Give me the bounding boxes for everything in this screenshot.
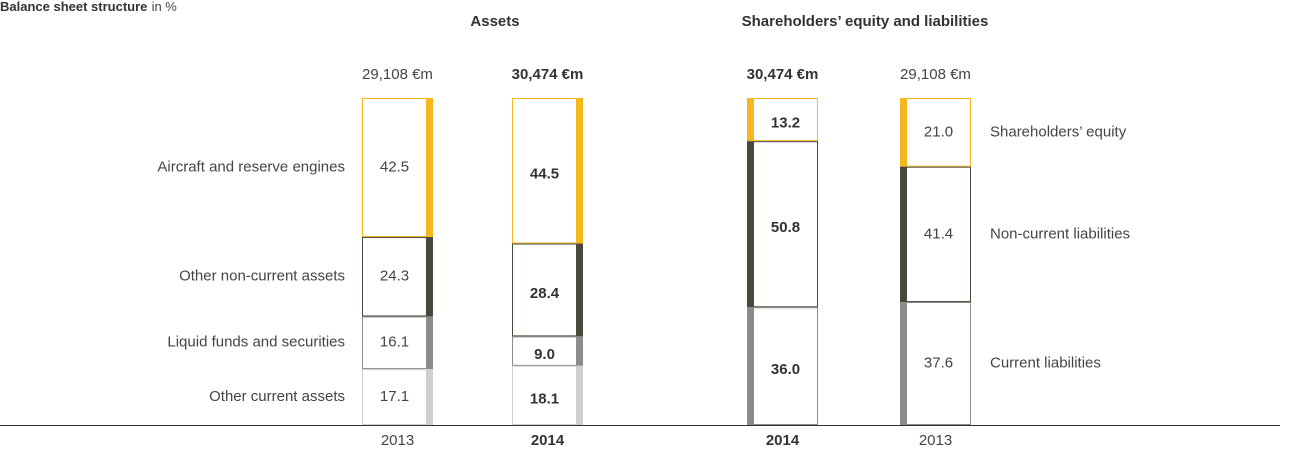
bar-segment <box>753 141 818 308</box>
group-title: Assets <box>470 13 519 30</box>
bar-segment-stripe <box>427 316 433 370</box>
bar-segment <box>512 365 577 425</box>
bar-segment-stripe <box>577 243 583 337</box>
bar-segment <box>753 307 818 425</box>
series-label: Other non-current assets <box>179 268 345 285</box>
bar-total: 29,108 €m <box>900 66 971 83</box>
bar-segment <box>906 166 971 303</box>
bar-segment <box>753 98 818 142</box>
bar-segment <box>512 98 577 244</box>
x-tick-label: 2014 <box>531 432 565 449</box>
series-label: Current liabilities <box>990 354 1101 371</box>
value-label: 16.1 <box>380 334 409 351</box>
value-label: 13.2 <box>771 115 800 132</box>
value-label: 44.5 <box>530 166 559 183</box>
bar-total: 30,474 €m <box>512 66 584 83</box>
series-label: Non-current liabilities <box>990 225 1130 242</box>
value-label: 24.3 <box>380 268 409 285</box>
title-unit: in % <box>152 0 178 14</box>
series-label: Aircraft and reserve engines <box>157 158 345 175</box>
bar-segment-stripe <box>900 302 906 425</box>
value-label: 37.6 <box>924 354 953 371</box>
bar-segment <box>362 236 427 317</box>
value-label: 18.1 <box>530 390 559 407</box>
bar-segment-stripe <box>747 141 753 308</box>
bar-segment-stripe <box>747 98 753 142</box>
value-label: 21.0 <box>924 123 953 140</box>
series-label: Liquid funds and securities <box>167 334 345 351</box>
series-label: Other current assets <box>209 388 345 405</box>
group-title: Shareholders’ equity and liabilities <box>742 13 989 30</box>
bar-segment-stripe <box>577 365 583 425</box>
bar-segment <box>362 98 427 237</box>
bar-segment <box>362 369 427 426</box>
bar-segment-stripe <box>900 166 906 303</box>
value-label: 50.8 <box>771 219 800 236</box>
bar-segment-stripe <box>427 98 433 237</box>
bar-total: 30,474 €m <box>747 66 819 83</box>
series-label: Shareholders’ equity <box>990 123 1127 140</box>
bar-segment-stripe <box>577 336 583 366</box>
bar-segment-stripe <box>747 307 753 425</box>
value-label: 41.4 <box>924 225 953 242</box>
bar-segment <box>512 336 577 366</box>
title-main: Balance sheet structure <box>0 0 147 14</box>
x-tick-label: 2013 <box>919 432 952 449</box>
x-tick-label: 2014 <box>766 432 800 449</box>
value-label: 9.0 <box>534 346 555 363</box>
value-label: 28.4 <box>530 285 560 302</box>
chart-title: Balance sheet structure in % <box>0 0 177 16</box>
x-tick-label: 2013 <box>381 432 414 449</box>
value-label: 36.0 <box>771 361 800 378</box>
bar-segment-stripe <box>577 98 583 244</box>
value-label: 42.5 <box>380 158 409 175</box>
bar-total: 29,108 €m <box>362 66 433 83</box>
value-label: 17.1 <box>380 388 409 405</box>
bar-segment <box>906 98 971 167</box>
bar-segment-stripe <box>427 369 433 425</box>
bar-segment <box>906 302 971 426</box>
bar-segment <box>362 316 427 370</box>
bar-segment-stripe <box>427 236 433 317</box>
bar-segment <box>512 243 577 337</box>
bar-segment-stripe <box>900 98 906 167</box>
